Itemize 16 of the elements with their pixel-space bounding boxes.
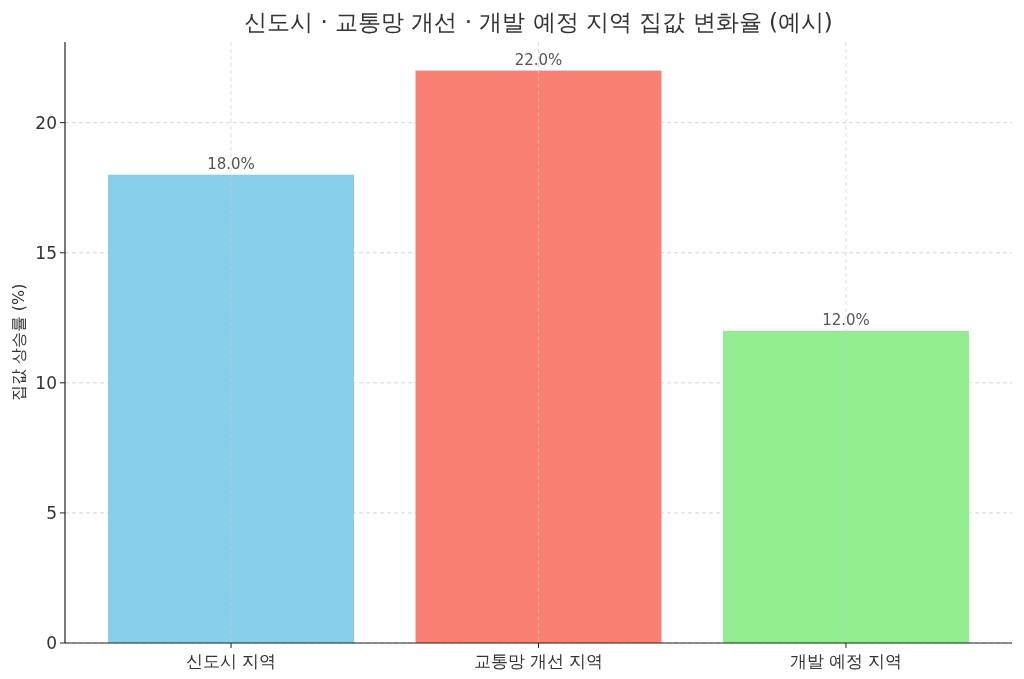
y-axis-title: 집값 상승률 (%)	[9, 283, 28, 402]
y-tick-label: 5	[46, 502, 57, 523]
data-label: 12.0%	[822, 310, 870, 329]
x-tick-label: 개발 예정 지역	[789, 651, 903, 671]
chart-title: 신도시 · 교통망 개선 · 개발 예정 지역 집값 변화율 (예시)	[244, 9, 833, 35]
y-tick-label: 10	[35, 372, 57, 393]
y-tick-label: 20	[35, 112, 57, 133]
x-tick-label: 신도시 지역	[185, 651, 277, 671]
data-label: 22.0%	[514, 50, 563, 69]
y-tick-label: 0	[46, 633, 57, 653]
bar	[415, 70, 662, 643]
y-tick-label: 15	[35, 242, 57, 263]
bar	[722, 330, 969, 643]
data-label: 18.0%	[207, 154, 255, 173]
bar	[108, 174, 355, 643]
x-tick-label: 교통망 개선 지역	[473, 651, 604, 671]
